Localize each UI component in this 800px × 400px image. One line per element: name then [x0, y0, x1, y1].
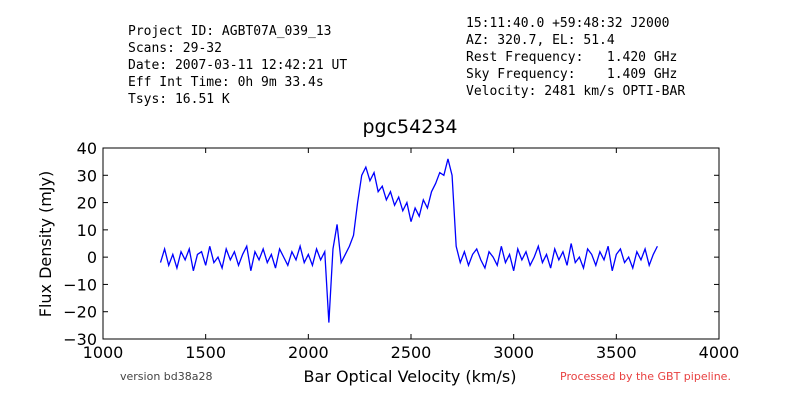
header-line: Tsys: 16.51 K — [128, 92, 230, 107]
header-line: Date: 2007-03-11 12:42:21 UT — [128, 58, 347, 73]
spectrum-line — [159, 158, 658, 323]
x-tick-label: 3000 — [493, 343, 534, 362]
y-tick-label: 20 — [77, 194, 97, 213]
header-line: Sky Frequency: 1.409 GHz — [466, 67, 677, 82]
chart-title: pgc54234 — [362, 116, 457, 138]
y-tick-label: 0 — [87, 248, 97, 267]
y-tick-label: 10 — [77, 221, 97, 240]
x-axis-label: Bar Optical Velocity (km/s) — [304, 367, 517, 386]
header-line: Velocity: 2481 km/s OPTI-BAR — [466, 84, 685, 99]
header-line: AZ: 320.7, EL: 51.4 — [466, 33, 615, 48]
header-line: Eff Int Time: 0h 9m 33.4s — [128, 75, 324, 90]
header-line: Project ID: AGBT07A_039_13 — [128, 24, 332, 39]
header-line: Rest Frequency: 1.420 GHz — [466, 50, 677, 65]
header-line: Scans: 29-32 — [128, 41, 222, 56]
x-tick-label: 2500 — [391, 343, 432, 362]
y-tick-label: 40 — [77, 139, 97, 158]
y-axis-label: Flux Density (mJy) — [36, 171, 55, 318]
x-tick-label: 1000 — [83, 343, 124, 362]
header-line: 15:11:40.0 +59:48:32 J2000 — [466, 16, 670, 31]
y-tick-label: −20 — [63, 303, 97, 322]
plot-frame — [102, 147, 720, 340]
x-tick-label: 2000 — [288, 343, 329, 362]
y-tick-label: −30 — [63, 330, 97, 349]
y-tick-label: 30 — [77, 166, 97, 185]
y-tick-label: −10 — [63, 275, 97, 294]
pipeline-note: Processed by the GBT pipeline. — [560, 370, 731, 383]
x-tick-label: 1500 — [185, 343, 226, 362]
version-note: version bd38a28 — [120, 370, 213, 383]
x-tick-label: 4000 — [699, 343, 740, 362]
x-tick-label: 3500 — [596, 343, 637, 362]
